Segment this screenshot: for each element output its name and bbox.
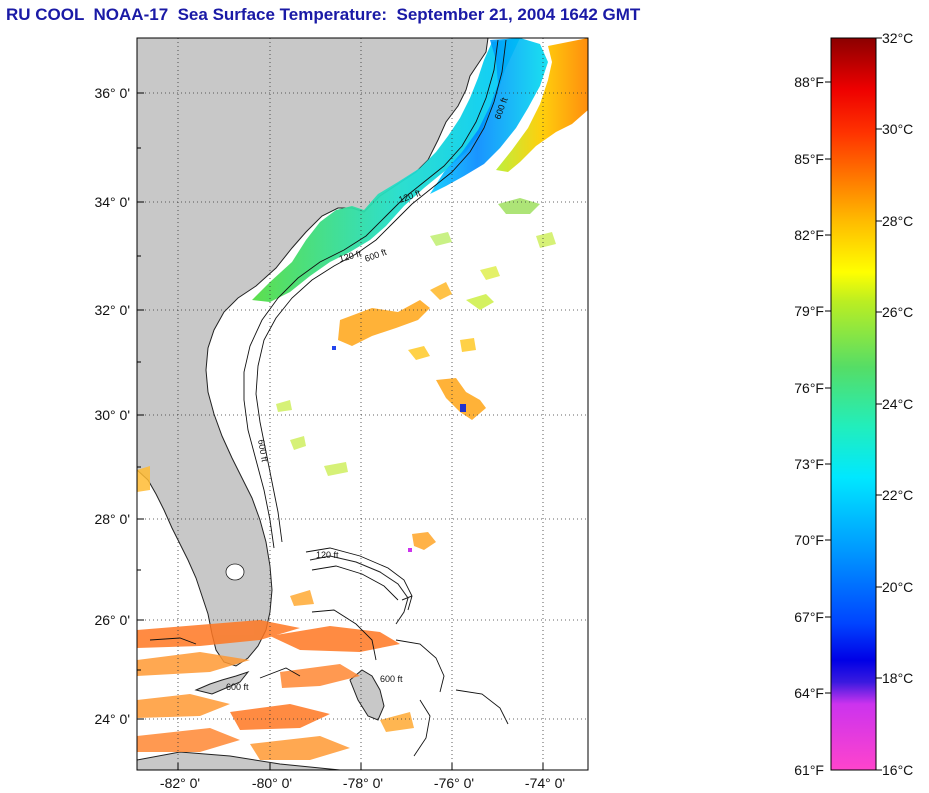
lat-label: 34° 0'	[94, 194, 130, 210]
colorbar-f-label: 61°F	[794, 762, 824, 778]
lon-label: -82° 0'	[160, 775, 200, 791]
colorbar-gradient	[830, 37, 877, 771]
florida-keys	[194, 670, 250, 695]
shelf-water-band	[252, 38, 520, 302]
colorbar-c-label: 16°C	[882, 762, 913, 778]
bahamas-island-2	[309, 555, 413, 625]
map-panel: 120 ft 600 ft 120 ft 600 ft 600 ft 120 f…	[137, 38, 588, 770]
latitude-labels: 36° 0' 34° 0' 32° 0' 30° 0' 28° 0' 26° 0…	[94, 85, 130, 727]
lon-label: -80° 0'	[252, 775, 292, 791]
lat-label: 28° 0'	[94, 511, 130, 527]
lon-label: -76° 0'	[434, 775, 474, 791]
contour-label: 600 ft	[380, 674, 403, 684]
colorbar-c-label: 32°C	[882, 30, 913, 46]
colorbar-f-label: 67°F	[794, 609, 824, 625]
temperature-colorbar: 88°F 85°F 82°F 79°F 76°F 73°F 70°F 67°F …	[794, 30, 913, 778]
colorbar-c-label: 24°C	[882, 396, 913, 412]
colorbar-f-label: 64°F	[794, 685, 824, 701]
map-title: RU COOL NOAA-17 Sea Surface Temperature:…	[6, 5, 641, 24]
colorbar-f-label: 70°F	[794, 532, 824, 548]
lat-label: 24° 0'	[94, 711, 130, 727]
colorbar-f-label: 79°F	[794, 303, 824, 319]
colorbar-f-label: 73°F	[794, 456, 824, 472]
colorbar-f-label: 85°F	[794, 151, 824, 167]
offshore-warm-band	[496, 38, 588, 172]
map-frame	[136, 37, 589, 771]
isobath-contours	[149, 39, 509, 757]
lat-label: 32° 0'	[94, 302, 130, 318]
cuba-landmass	[137, 751, 341, 770]
lat-label: 30° 0'	[94, 407, 130, 423]
lon-label: -78° 0'	[343, 775, 383, 791]
colorbar-f-label: 82°F	[794, 227, 824, 243]
contour-label: 600 ft	[256, 439, 270, 463]
colorbar-c-label: 30°C	[882, 121, 913, 137]
axis-ticks	[137, 92, 544, 770]
contour-label: 120 ft	[316, 550, 339, 560]
contour-label: 600 ft	[226, 682, 249, 692]
colorbar-ticks	[825, 37, 882, 771]
lake-okeechobee	[225, 563, 245, 581]
colorbar-c-label: 28°C	[882, 213, 913, 229]
colorbar-c-label: 18°C	[882, 670, 913, 686]
colorbar-c-label: 20°C	[882, 579, 913, 595]
lon-label: -74° 0'	[525, 775, 565, 791]
colorbar-c-label: 26°C	[882, 304, 913, 320]
colorbar-c-label: 22°C	[882, 487, 913, 503]
colorbar-f-label: 88°F	[794, 74, 824, 90]
lat-label: 26° 0'	[94, 612, 130, 628]
warm-cloud-patches	[276, 198, 556, 552]
bahamas-island-1	[349, 669, 385, 721]
lat-label: 36° 0'	[94, 85, 130, 101]
colorbar-f-label: 76°F	[794, 380, 824, 396]
longitude-labels: -82° 0' -80° 0' -78° 0' -76° 0' -74° 0'	[160, 775, 565, 791]
